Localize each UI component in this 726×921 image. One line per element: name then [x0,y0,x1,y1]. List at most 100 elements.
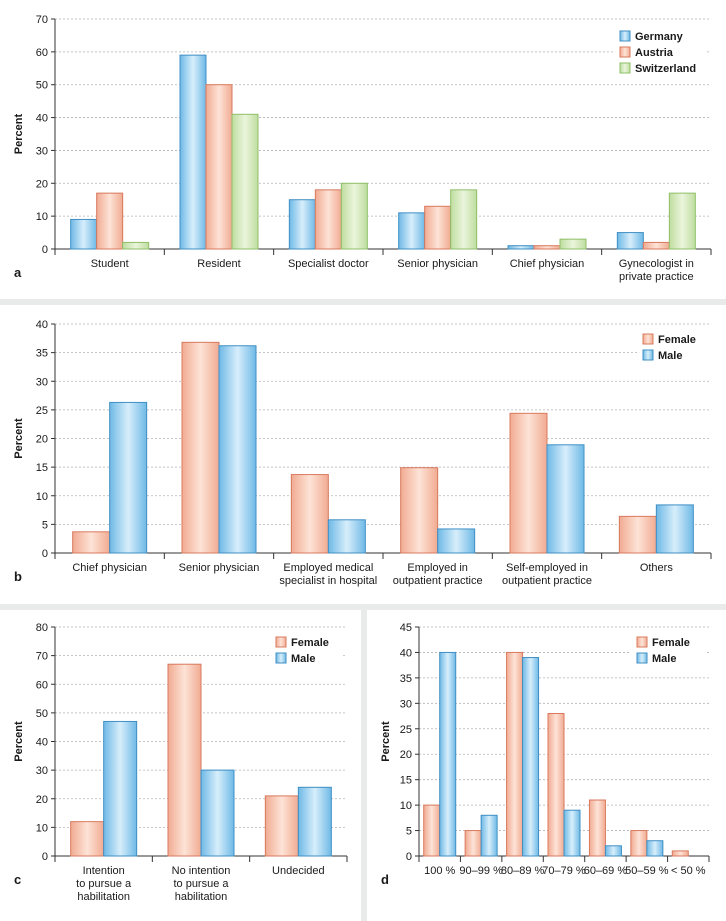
bar-switzerland [450,189,478,250]
bar-male [480,814,498,857]
y-tick-label: 10 [36,822,48,834]
bar-male [646,840,664,857]
y-tick-label: 80 [36,622,48,634]
y-tick-label: 60 [36,679,48,691]
bar-austria [314,189,342,250]
x-category-label: Self-employed in outpatient practice [502,562,592,587]
panel-c: 0 10 20 30 40 50 60 70 80 Intention to pursue a hab… [0,610,361,921]
chart-b: 0 5 10 15 20 25 30 35 40 Chief physician Senior ph… [13,319,712,587]
y-tick-label: 35 [36,348,48,360]
bar-switzerland [668,192,696,250]
y-tick-label: 40 [36,737,48,749]
bar-female [423,804,441,857]
legend-label-austria: Austria [635,47,674,59]
panel-d: 0 5 10 15 20 25 30 35 40 45 100 % 90–99 % 80–89 % 70–… [367,610,726,921]
x-category-label: Undecided [272,865,325,877]
bar-switzerland [122,241,150,250]
bar-female [70,821,105,857]
x-category-label: Others [640,562,674,574]
legend-label-germany: Germany [635,31,684,43]
bar-female [264,795,299,857]
bar-male [200,769,235,857]
y-tick-label: 0 [42,244,48,256]
chart-a: 0 10 20 30 40 50 60 70 Student Resident Specialist… [13,14,712,283]
bar-male [437,528,476,554]
bar-female [547,713,565,857]
bar-germany [616,232,644,250]
legend-label-male: Male [652,653,676,665]
y-tick-label: 20 [36,434,48,446]
x-category-label: Senior physician [179,562,260,574]
x-category-label: 70–79 % [542,865,586,877]
bar-female [72,531,111,554]
panel-letter: b [14,569,22,584]
y-tick-label: 10 [400,800,412,812]
legend-label-switzerland: Switzerland [635,63,696,75]
bar-female [618,515,657,554]
y-tick-label: 10 [36,491,48,503]
y-tick-label: 10 [36,211,48,223]
y-tick-label: 30 [400,698,412,710]
bar-female [400,467,439,554]
x-category-label: 90–99 % [459,865,503,877]
legend-label-male: Male [291,653,315,665]
y-tick-label: 40 [400,647,412,659]
chart-c: 0 10 20 30 40 50 60 70 80 Intention to pursue a hab… [13,622,348,903]
legend-swatch-female [275,636,287,648]
panel-letter: c [14,872,21,887]
bar-male [327,519,366,554]
y-tick-label: 60 [36,47,48,59]
bar-austria [424,205,452,250]
bar-female [290,474,329,554]
y-tick-label: 20 [36,178,48,190]
bar-switzerland [340,182,368,250]
x-category-label: Resident [197,258,240,270]
bar-male [218,345,257,554]
bar-female [167,663,202,857]
bar-female [588,799,606,857]
x-category-label: 80–89 % [501,865,545,877]
y-tick-label: 25 [400,724,412,736]
bar-germany [179,54,207,250]
x-category-label: Chief physician [72,562,147,574]
bar-switzerland [559,238,587,250]
y-tick-label: 0 [406,851,412,863]
bar-germany [70,218,98,250]
bar-germany [288,199,316,250]
bar-male [297,786,332,857]
y-tick-label: 15 [36,462,48,474]
panel-b: 0 5 10 15 20 25 30 35 40 Chief physician Senior ph… [0,305,726,604]
legend-swatch-female [636,636,648,648]
y-tick-label: 50 [36,708,48,720]
y-axis-label: Percent [380,721,392,762]
y-tick-label: 70 [36,651,48,663]
x-category-label: 50–59 % [625,865,669,877]
y-tick-label: 30 [36,145,48,157]
x-category-label: Intention to pursue a habilitation [76,865,132,903]
legend-label-female: Female [652,637,690,649]
panel-a: 0 10 20 30 40 50 60 70 Student Resident Specialist… [0,0,726,299]
y-tick-label: 35 [400,673,412,685]
chart-d: 0 5 10 15 20 25 30 35 40 45 100 % 90–99 %80–89 %70–… [380,622,710,887]
y-axis-label: Percent [13,113,25,154]
legend-swatch-male [275,652,287,664]
x-category-label: Employed in outpatient practice [393,562,483,587]
bar-germany [398,212,426,250]
legend-swatch-male [636,652,648,664]
bar-male [109,401,148,554]
x-category-label: Gynecologist in private practice [619,258,694,283]
bar-female [630,830,648,857]
bar-austria [533,245,561,250]
panel-letter: a [14,265,22,280]
x-category-label: < 50 % [671,865,706,877]
x-category-label: 60–69 % [584,865,628,877]
y-tick-label: 40 [36,113,48,125]
bar-female [464,830,482,857]
bar-female [181,341,220,554]
x-category-label: Senior physician [397,258,478,270]
bar-male [546,444,585,554]
legend-swatch-female [642,333,654,345]
y-tick-label: 0 [42,851,48,863]
bar-austria [642,241,670,250]
panel-letter: d [381,872,389,887]
